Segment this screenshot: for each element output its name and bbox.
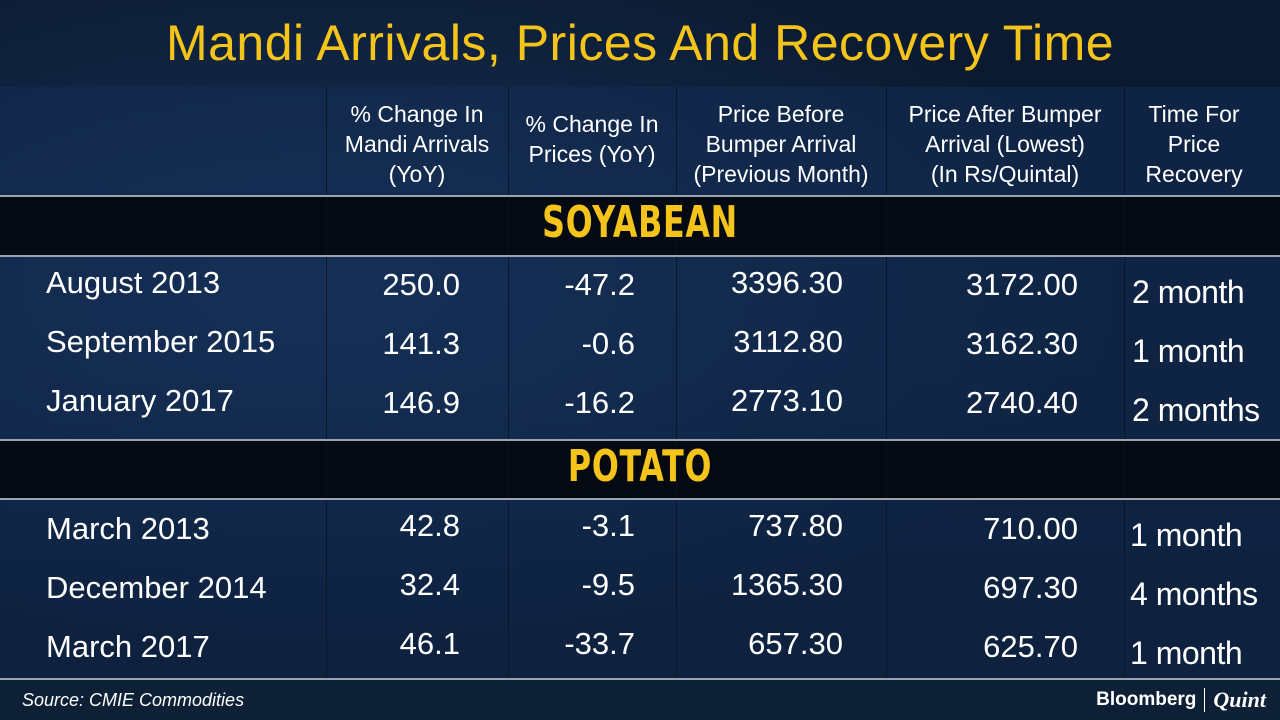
section-divider	[0, 439, 1280, 441]
cell-arrivals: 32.4	[399, 567, 460, 602]
cell-price-before: 2773.10	[730, 383, 843, 418]
cell-price-after: 625.70	[983, 629, 1078, 664]
logo-quint-text: Quint	[1213, 687, 1266, 712]
cell-period: March 2017	[46, 629, 210, 664]
header-price-before: Price Before Bumper Arrival (Previous Mo…	[676, 99, 886, 189]
cell-price-before: 3396.30	[730, 265, 843, 300]
cell-prices: -0.6	[581, 326, 635, 361]
cell-prices: -16.2	[564, 385, 635, 420]
table-row: March 2013 42.8 -3.1 737.80 710.00 1 mon…	[0, 508, 1280, 566]
cell-price-before: 737.80	[748, 508, 843, 543]
cell-price-after: 3172.00	[965, 267, 1078, 302]
cell-recovery: 2 months	[1132, 392, 1260, 428]
cell-price-after: 3162.30	[965, 326, 1078, 361]
logo-divider	[1204, 688, 1206, 712]
header-line: Arrival (Lowest)	[925, 131, 1085, 157]
cell-prices: -3.1	[581, 508, 635, 543]
column-divider	[886, 87, 887, 680]
column-divider	[326, 87, 327, 680]
header-line: Price	[1167, 131, 1221, 157]
header-line: (Previous Month)	[693, 161, 869, 187]
logo-bloomberg-text: Bloomberg	[1096, 689, 1197, 710]
cell-arrivals: 250.0	[382, 267, 460, 302]
header-line: Price Before	[717, 101, 845, 127]
source-note: Source: CMIE Commodities	[22, 690, 245, 710]
table-row: August 2013 250.0 -47.2 3396.30 3172.00 …	[0, 265, 1280, 323]
cell-price-before: 3112.80	[733, 324, 843, 359]
table-row: March 2017 46.1 -33.7 657.30 625.70 1 mo…	[0, 626, 1280, 684]
header-price-after: Price After Bumper Arrival (Lowest) (In …	[886, 99, 1124, 189]
cell-period: March 2013	[46, 511, 210, 546]
cell-price-after: 697.30	[983, 570, 1078, 605]
footer-bar	[0, 680, 1280, 720]
header-line: Mandi Arrivals	[344, 131, 490, 157]
header-divider	[0, 195, 1280, 197]
cell-recovery: 2 month	[1132, 274, 1245, 310]
potato-section-bar	[0, 441, 1280, 499]
column-divider	[508, 87, 509, 680]
cell-prices: -47.2	[564, 267, 635, 302]
header-line: (YoY)	[388, 161, 446, 187]
table-row: September 2015 141.3 -0.6 3112.80 3162.3…	[0, 324, 1280, 382]
cell-recovery: 4 months	[1130, 576, 1258, 612]
section-divider	[0, 498, 1280, 500]
soyabean-section-bar	[0, 197, 1280, 255]
table-row: December 2014 32.4 -9.5 1365.30 697.30 4…	[0, 567, 1280, 625]
header-line: % Change In	[350, 101, 484, 127]
section-label-potato: POTATO	[567, 441, 713, 492]
section-label-soyabean: SOYABEAN	[542, 197, 738, 248]
section-divider	[0, 255, 1280, 257]
header-line: (In Rs/Quintal)	[930, 161, 1080, 187]
header-prices: % Change In Prices (YoY)	[508, 109, 676, 169]
column-divider	[676, 87, 677, 680]
data-table: % Change In Mandi Arrivals (YoY) % Chang…	[0, 87, 1280, 680]
cell-price-before: 1365.30	[730, 567, 843, 602]
chart-title: Mandi Arrivals, Prices And Recovery Time	[165, 15, 1115, 71]
cell-price-before: 657.30	[748, 626, 843, 661]
cell-recovery: 1 month	[1130, 635, 1243, 671]
cell-period: August 2013	[46, 265, 221, 300]
cell-prices: -9.5	[581, 567, 635, 602]
cell-prices: -33.7	[564, 626, 635, 661]
bloombergquint-logo: Bloomberg Quint	[1096, 686, 1266, 714]
cell-arrivals: 141.3	[382, 326, 460, 361]
header-band	[0, 87, 1280, 195]
column-divider	[1124, 87, 1125, 680]
cell-price-after: 710.00	[983, 511, 1078, 546]
header-recovery-time: Time For Price Recovery	[1124, 99, 1264, 189]
cell-arrivals: 42.8	[399, 508, 460, 543]
header-line: Recovery	[1145, 161, 1243, 187]
cell-period: January 2017	[46, 383, 234, 418]
header-line: % Change In	[525, 111, 659, 137]
table-row: January 2017 146.9 -16.2 2773.10 2740.40…	[0, 383, 1280, 441]
cell-period: December 2014	[46, 570, 267, 605]
cell-recovery: 1 month	[1132, 333, 1245, 369]
cell-arrivals: 146.9	[382, 385, 460, 420]
cell-price-after: 2740.40	[965, 385, 1078, 420]
cell-period: September 2015	[46, 324, 276, 359]
header-mandi-arrivals: % Change In Mandi Arrivals (YoY)	[326, 99, 508, 189]
header-line: Prices (YoY)	[528, 141, 656, 167]
soyabean-body	[0, 257, 1280, 439]
header-line: Time For	[1148, 101, 1240, 127]
table-bottom-line	[0, 678, 1280, 680]
cell-recovery: 1 month	[1130, 517, 1243, 553]
header-line: Bumper Arrival	[705, 131, 857, 157]
potato-body	[0, 500, 1280, 680]
cell-arrivals: 46.1	[399, 626, 460, 661]
header-line: Price After Bumper	[908, 101, 1102, 127]
